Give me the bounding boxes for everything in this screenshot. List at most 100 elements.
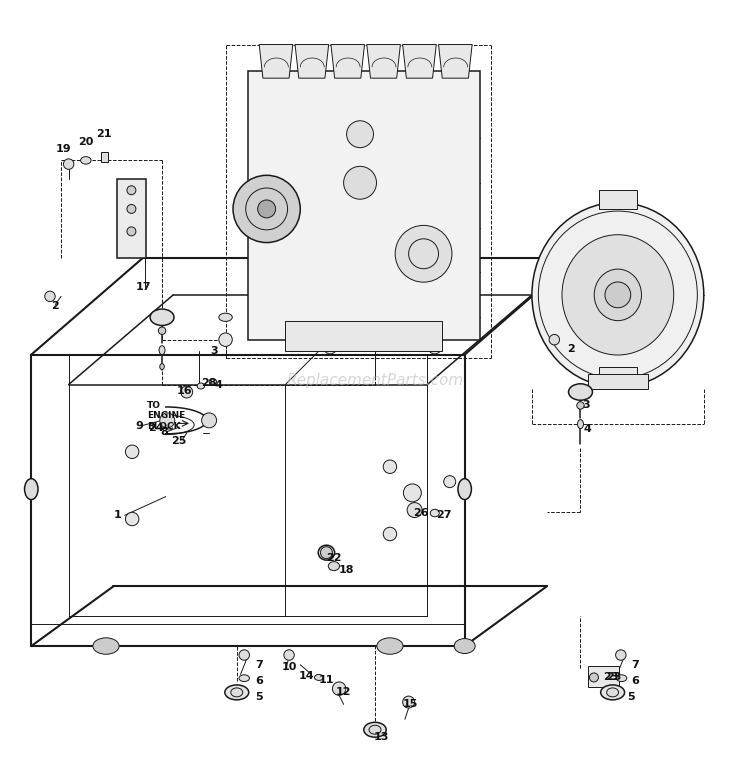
Circle shape [323, 340, 337, 354]
Polygon shape [331, 45, 364, 78]
Ellipse shape [318, 545, 334, 560]
Text: 23: 23 [607, 673, 622, 682]
Ellipse shape [364, 722, 386, 737]
Bar [588, 375, 648, 390]
Text: 14: 14 [298, 671, 314, 681]
Circle shape [239, 650, 250, 660]
Circle shape [127, 186, 136, 194]
Text: 22: 22 [326, 553, 342, 563]
Ellipse shape [323, 313, 337, 321]
Text: 28: 28 [201, 378, 217, 388]
Circle shape [428, 340, 442, 354]
Ellipse shape [601, 685, 625, 700]
Text: 20: 20 [78, 136, 94, 147]
Ellipse shape [25, 479, 38, 499]
Ellipse shape [458, 479, 472, 499]
Circle shape [258, 200, 275, 218]
Circle shape [344, 166, 376, 199]
Text: 24: 24 [148, 423, 164, 433]
Ellipse shape [197, 383, 205, 389]
Text: 16: 16 [177, 386, 192, 395]
Text: 6: 6 [631, 676, 639, 686]
Bar [117, 179, 146, 257]
Polygon shape [439, 45, 472, 78]
Text: 4: 4 [584, 424, 591, 434]
Circle shape [219, 333, 232, 347]
Ellipse shape [209, 379, 217, 384]
Circle shape [125, 512, 139, 526]
Text: 5: 5 [627, 691, 634, 702]
Text: 2: 2 [567, 344, 574, 354]
Circle shape [605, 282, 631, 308]
Circle shape [160, 413, 175, 428]
Polygon shape [260, 45, 292, 78]
Circle shape [395, 225, 452, 282]
Polygon shape [367, 45, 400, 78]
Ellipse shape [150, 309, 174, 325]
Bar [248, 71, 479, 339]
Text: 9: 9 [136, 421, 143, 430]
Circle shape [233, 176, 300, 242]
Ellipse shape [219, 313, 232, 321]
Ellipse shape [93, 638, 119, 655]
Ellipse shape [376, 638, 403, 655]
Text: 23: 23 [603, 673, 618, 682]
Circle shape [383, 528, 397, 541]
Ellipse shape [607, 688, 619, 697]
Circle shape [125, 445, 139, 459]
Polygon shape [403, 45, 436, 78]
Bar [599, 191, 637, 209]
Ellipse shape [328, 561, 340, 571]
Text: 7: 7 [255, 660, 263, 670]
Ellipse shape [80, 157, 91, 164]
Circle shape [590, 673, 598, 682]
Circle shape [616, 650, 626, 660]
Ellipse shape [577, 401, 584, 409]
Circle shape [332, 682, 346, 695]
Ellipse shape [578, 419, 584, 429]
Circle shape [64, 159, 74, 169]
Ellipse shape [568, 384, 592, 400]
Text: 11: 11 [319, 676, 334, 685]
Bar [285, 321, 442, 351]
Text: 5: 5 [255, 691, 263, 702]
Ellipse shape [532, 202, 704, 387]
Text: 15: 15 [404, 699, 418, 710]
Text: ReplacementParts.com: ReplacementParts.com [286, 373, 464, 388]
Circle shape [404, 484, 422, 502]
Text: 3: 3 [582, 401, 590, 411]
Text: 7: 7 [632, 660, 639, 670]
Text: 21: 21 [96, 129, 112, 140]
Bar [100, 152, 108, 162]
Ellipse shape [428, 313, 442, 321]
Text: 19: 19 [56, 144, 71, 154]
Polygon shape [295, 45, 328, 78]
Ellipse shape [430, 510, 439, 517]
Text: TO
ENGINE
BLOCK: TO ENGINE BLOCK [147, 401, 185, 431]
Circle shape [320, 546, 332, 559]
Circle shape [284, 650, 294, 660]
Circle shape [549, 335, 560, 345]
Ellipse shape [594, 269, 641, 321]
Circle shape [181, 386, 193, 398]
Ellipse shape [616, 675, 627, 681]
Text: 2: 2 [51, 301, 59, 311]
Ellipse shape [158, 327, 166, 335]
Circle shape [383, 460, 397, 474]
Circle shape [407, 503, 422, 517]
Text: 18: 18 [339, 564, 354, 575]
Text: 6: 6 [255, 676, 263, 686]
Circle shape [45, 291, 56, 302]
Ellipse shape [562, 234, 674, 355]
Circle shape [403, 696, 415, 708]
Text: 13: 13 [374, 732, 388, 742]
Circle shape [127, 227, 136, 236]
Text: 27: 27 [436, 510, 451, 521]
Ellipse shape [160, 364, 164, 369]
Ellipse shape [239, 675, 250, 681]
Ellipse shape [454, 639, 476, 654]
Circle shape [127, 205, 136, 213]
Text: 3: 3 [211, 346, 218, 356]
Circle shape [444, 476, 456, 488]
Circle shape [202, 413, 217, 428]
